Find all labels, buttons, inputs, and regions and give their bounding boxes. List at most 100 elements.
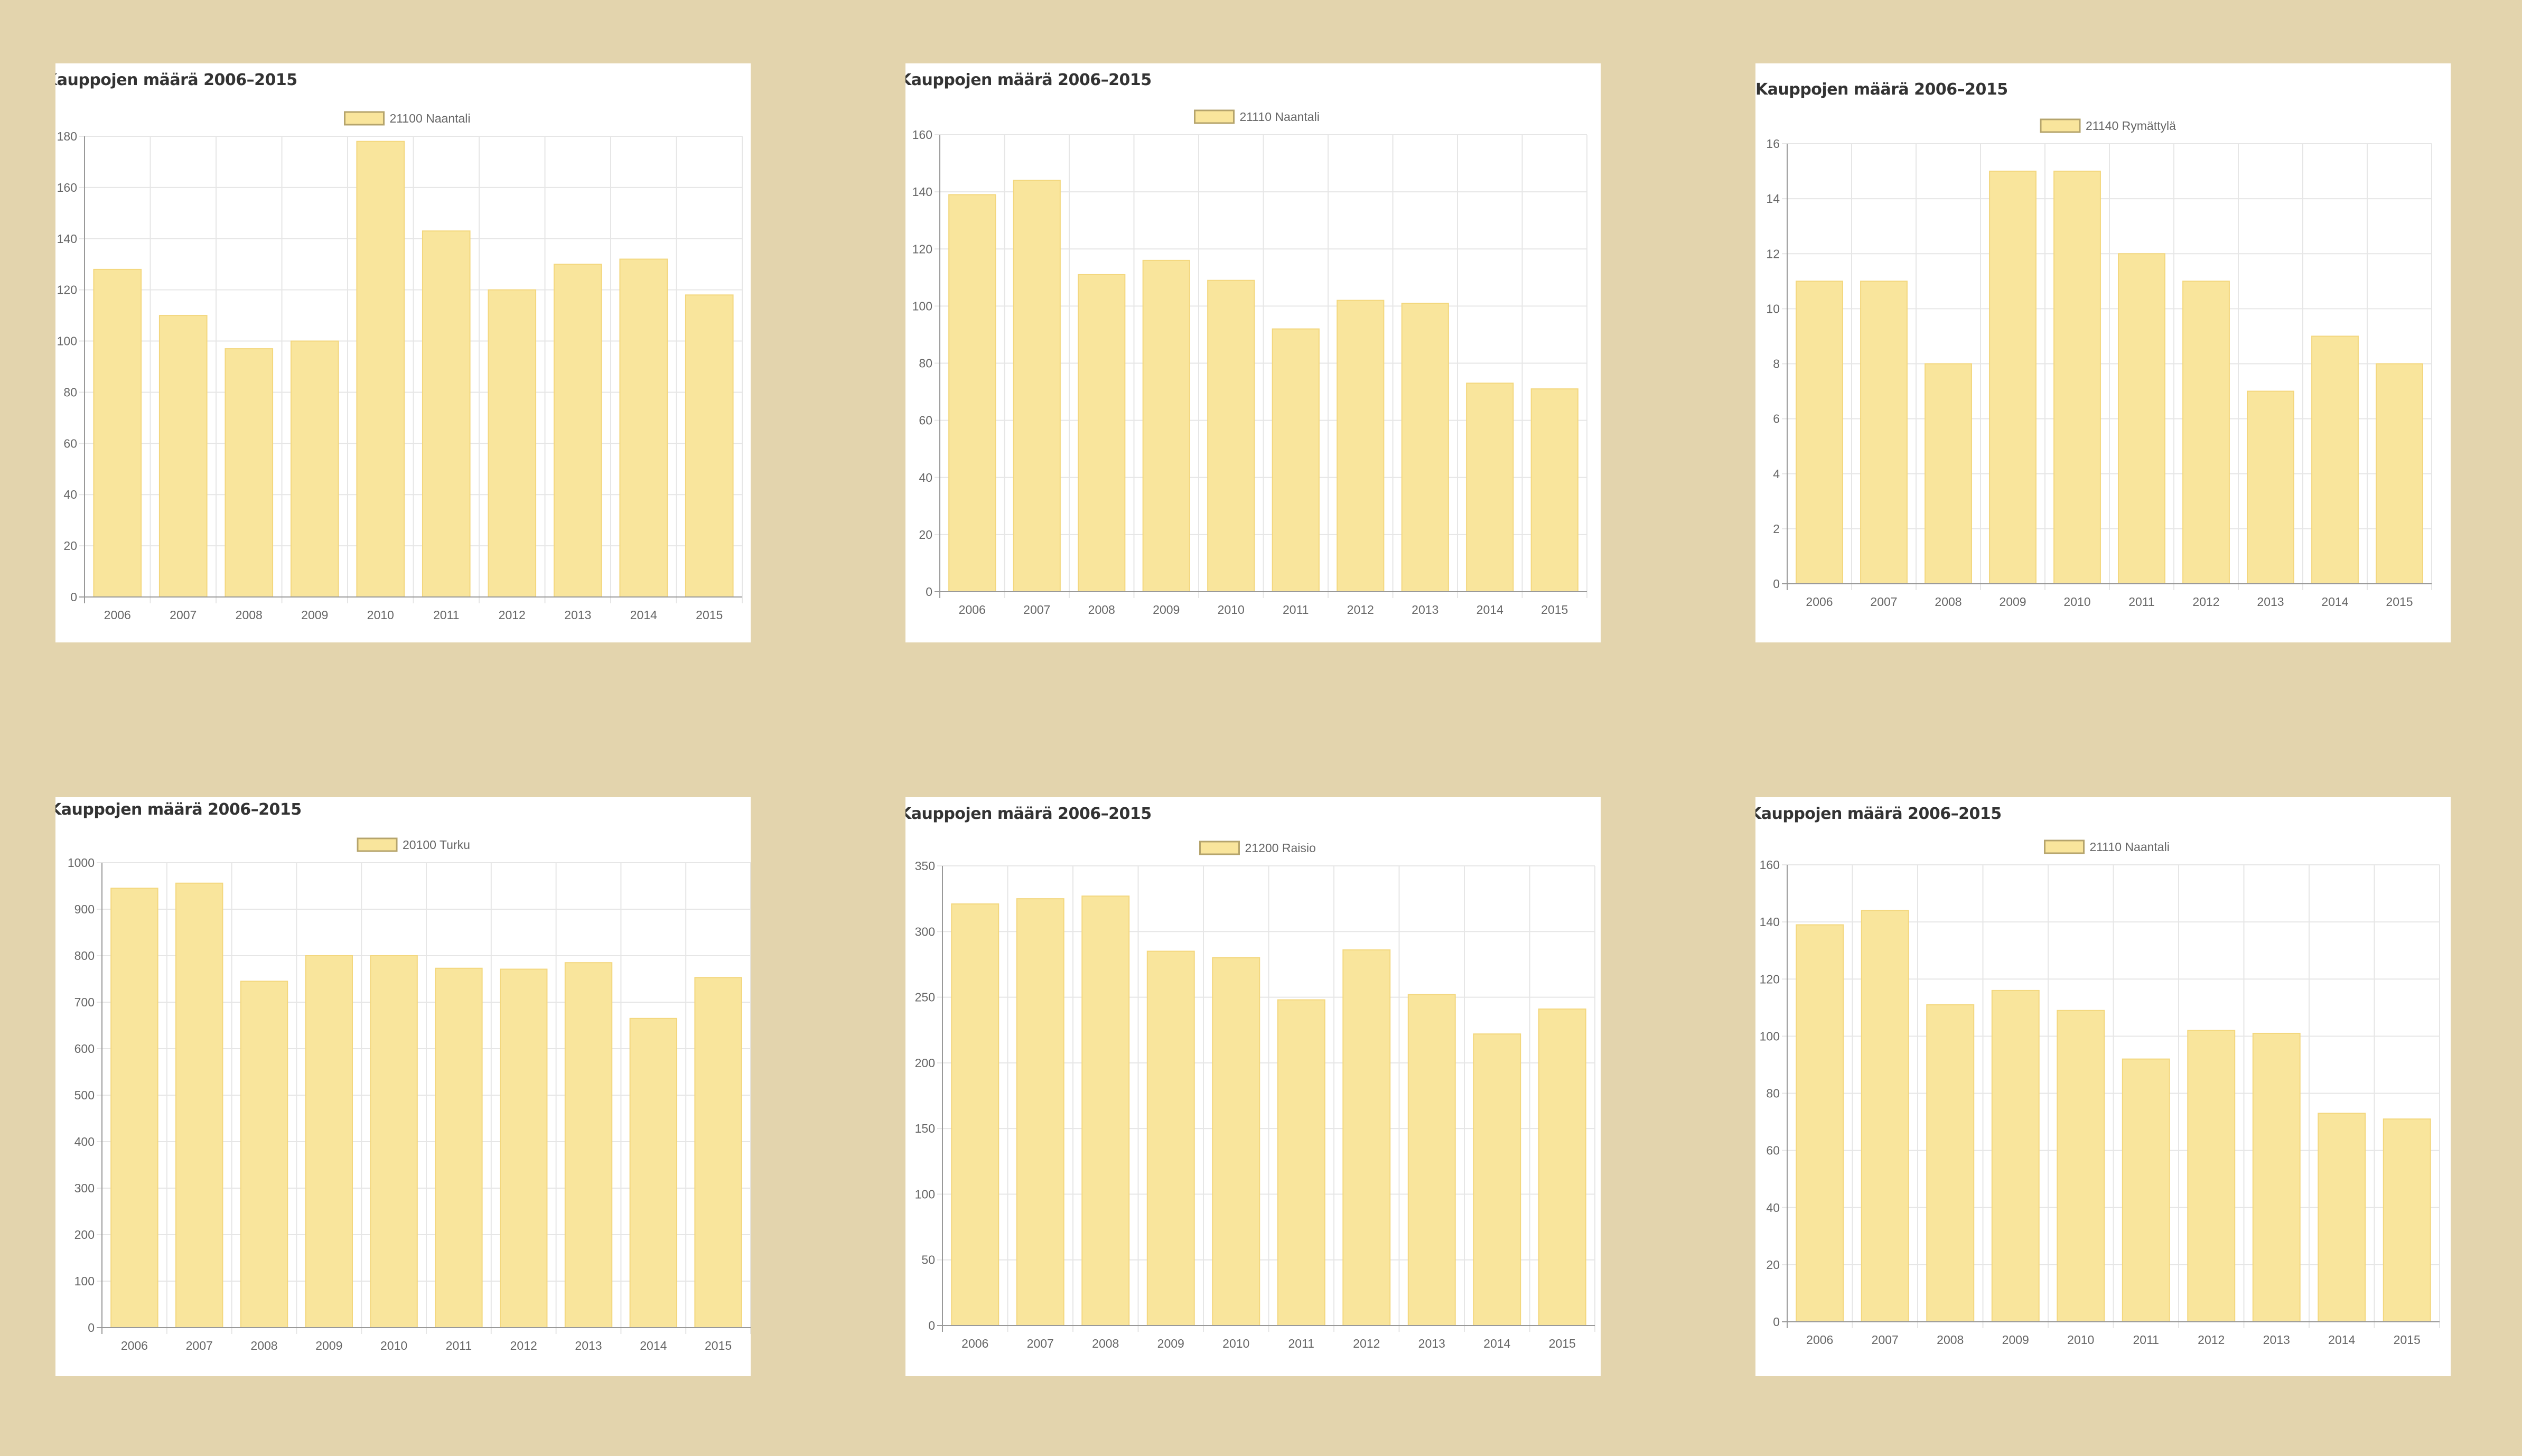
x-tick-label: 2012 [510,1339,537,1352]
x-tick-label: 2011 [433,608,459,622]
bar-2009 [1989,171,2037,584]
bar-chart: 0 20 40 60 80 100 120 140 160 2006 2007 2008 2009 201… [912,109,1587,617]
x-tick-label: 2011 [2128,595,2154,609]
bar-2007 [175,882,223,1329]
y-tick-label: 400 [74,1135,95,1149]
y-tick-label: 80 [919,357,932,370]
x-tick-label: 2010 [2067,1333,2094,1347]
bar-2010 [356,141,405,598]
legend-label: 21100 Naantali [390,111,471,125]
y-tick-label: 60 [1766,1144,1780,1158]
legend-swatch [2044,839,2085,854]
y-tick-label: 60 [63,436,77,450]
x-tick-label: 2014 [2328,1333,2355,1347]
x-tick-label: 2013 [2263,1333,2290,1347]
legend-swatch [1199,841,1240,855]
bar-2009 [305,955,353,1328]
y-tick-label: 120 [1760,972,1780,986]
x-tick-label: 2011 [1288,1337,1314,1350]
bar-2011 [2122,1058,2170,1322]
chart-card-20100-turku: Kauppojen määrä 2006–2015 0 100 200 300 400 5… [55,797,751,1376]
chart-card-21140-rymattyla: Kauppojen määrä 2006–2015 0 2 4 6 8 10 12 14 16 2… [1755,63,2451,642]
bar-2013 [1401,302,1449,592]
y-tick-label: 0 [1773,1315,1780,1329]
bar-2008 [225,348,274,598]
y-tick-label: 800 [74,949,95,963]
x-tick-label: 2011 [446,1339,472,1352]
y-tick-label: 140 [1760,915,1780,929]
x-tick-label: 2015 [705,1339,732,1352]
y-tick-label: 140 [912,185,932,199]
bar-2010 [2053,171,2101,584]
chart-title: Kauppojen määrä 2006–2015 [1755,80,2008,99]
y-tick-label: 0 [928,1319,935,1332]
bar-2008 [240,981,288,1328]
y-tick-label: 0 [70,590,77,604]
x-tick-label: 2014 [630,608,657,622]
y-tick-label: 100 [915,1187,935,1201]
y-tick-label: 250 [915,991,935,1004]
y-tick-label: 0 [88,1321,95,1334]
x-tick-label: 2010 [380,1339,407,1352]
chart-title: Kauppojen määrä 2006–2015 [905,805,1152,823]
x-tick-label: 2006 [121,1339,148,1352]
x-tick-label: 2015 [2394,1333,2421,1347]
y-tick-label: 100 [1760,1029,1780,1043]
y-tick-label: 20 [63,539,77,553]
y-tick-label: 12 [1766,247,1780,260]
x-tick-label: 2015 [696,608,723,622]
x-tick-label: 2007 [170,608,197,622]
x-tick-label: 2009 [301,608,328,622]
bar-chart: 0 2 4 6 8 10 12 14 16 2006 2007 2008 2009 2010 2011 201… [1766,118,2432,609]
x-tick-label: 2007 [1872,1333,1899,1347]
y-tick-label: 150 [915,1122,935,1135]
bar-2012 [1342,949,1391,1327]
x-tick-label: 2008 [1937,1333,1964,1347]
bar-2006 [110,888,158,1328]
bar-2006 [951,903,1000,1327]
bar-2009 [1146,950,1195,1327]
y-tick-label: 10 [1766,302,1780,315]
y-tick-label: 20 [1766,1258,1780,1272]
x-tick-label: 2014 [2321,595,2348,609]
y-tick-label: 120 [912,242,932,256]
y-tick-label: 160 [912,128,932,142]
y-tick-label: 80 [63,385,77,399]
y-tick-label: 80 [1766,1087,1780,1100]
x-tick-label: 2012 [499,608,526,622]
x-tick-label: 2006 [104,608,131,622]
x-tick-label: 2013 [1418,1337,1445,1350]
bar-2014 [1466,382,1514,592]
bar-chart: 0 20 40 60 80 100 120 140 160 180 2006 2007 2008 2009… [57,111,743,622]
legend-label: 21200 Raisio [1245,841,1316,855]
x-tick-label: 2014 [1477,603,1503,617]
bar-2014 [1473,1033,1521,1326]
x-tick-label: 2010 [2063,595,2090,609]
y-tick-label: 8 [1773,357,1780,371]
x-tick-label: 2014 [640,1339,667,1352]
bar-2009 [1991,990,2040,1322]
y-tick-label: 100 [912,299,932,313]
y-tick-label: 20 [919,528,932,542]
y-tick-label: 700 [74,995,95,1009]
y-tick-label: 0 [1773,577,1780,591]
bar-2013 [2247,390,2294,584]
chart-card-21110-naantali-2: Kauppojen määrä 2006–2015 0 20 40 60 80 100 12… [1755,797,2451,1376]
legend-swatch [2040,118,2081,133]
y-tick-label: 350 [915,859,935,873]
x-tick-label: 2009 [1157,1337,1184,1350]
bar-2009 [1142,259,1190,592]
bar-2010 [1212,957,1260,1326]
chart-title: Kauppojen määrä 2006–2015 [55,71,297,89]
x-tick-label: 2013 [564,608,591,622]
y-tick-label: 6 [1773,412,1780,426]
legend-swatch [357,837,398,852]
bar-2007 [1860,281,1908,584]
bar-2009 [290,340,339,598]
bar-2013 [564,962,613,1328]
y-tick-label: 40 [1766,1201,1780,1215]
bar-2011 [1277,999,1325,1326]
x-tick-label: 2015 [1541,603,1568,617]
x-tick-label: 2009 [1999,595,2026,609]
x-tick-label: 2008 [236,608,263,622]
